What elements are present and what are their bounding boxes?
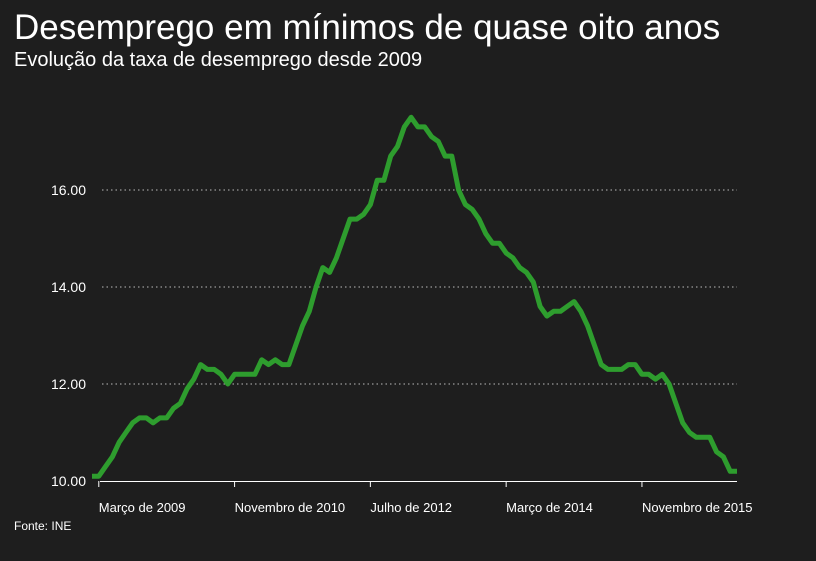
y-axis-ticks: 10.00 12.00 14.00 16.00	[51, 182, 86, 489]
x-tick-label: Novembro de 2010	[235, 500, 346, 515]
gridlines	[102, 189, 737, 385]
x-tick-label: Julho de 2012	[370, 500, 452, 515]
y-tick-label: 12.00	[51, 376, 86, 392]
chart-subtitle: Evolução da taxa de desemprego desde 200…	[14, 49, 423, 71]
series-line-desemprego	[92, 114, 737, 479]
y-tick-label: 10.00	[51, 473, 86, 489]
x-tick-label: Março de 2014	[506, 500, 593, 515]
source-note: Fonte: INE	[14, 519, 72, 533]
x-axis-ticks: Março de 2009 Novembro de 2010 Julho de 20…	[98, 481, 753, 515]
x-tick-label: Março de 2009	[99, 500, 186, 515]
series-layer	[92, 114, 737, 479]
chart-title: Desemprego em mínimos de quase oito anos	[14, 8, 721, 47]
y-tick-label: 16.00	[51, 182, 86, 198]
x-tick-label: Novembro de 2015	[642, 500, 753, 515]
y-tick-label: 14.00	[51, 279, 86, 295]
